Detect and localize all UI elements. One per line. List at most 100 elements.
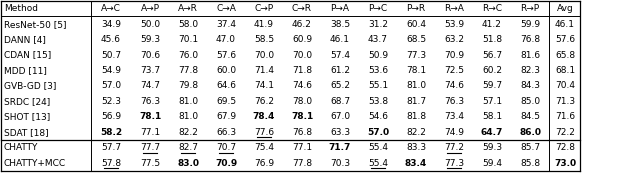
Text: 79.8: 79.8 xyxy=(178,82,198,90)
Text: 64.6: 64.6 xyxy=(216,82,236,90)
Text: 78.0: 78.0 xyxy=(292,97,312,106)
Text: 77.3: 77.3 xyxy=(406,51,426,60)
Text: 68.7: 68.7 xyxy=(330,97,350,106)
Text: 71.7: 71.7 xyxy=(329,143,351,152)
Text: 58.2: 58.2 xyxy=(100,128,122,137)
Text: GVB-GD [3]: GVB-GD [3] xyxy=(4,82,56,90)
Text: 76.9: 76.9 xyxy=(254,159,274,168)
Text: 85.0: 85.0 xyxy=(520,97,540,106)
Text: A→C: A→C xyxy=(101,4,121,13)
Text: 82.2: 82.2 xyxy=(178,128,198,137)
Text: R→P: R→P xyxy=(520,4,540,13)
Text: 76.8: 76.8 xyxy=(520,35,540,44)
Text: 53.8: 53.8 xyxy=(368,97,388,106)
Text: 77.5: 77.5 xyxy=(140,159,160,168)
Text: 38.5: 38.5 xyxy=(330,20,350,29)
Text: 72.2: 72.2 xyxy=(555,128,575,137)
Text: 56.7: 56.7 xyxy=(482,51,502,60)
Text: 74.6: 74.6 xyxy=(292,82,312,90)
Text: 74.1: 74.1 xyxy=(254,82,274,90)
Text: 76.3: 76.3 xyxy=(140,97,160,106)
Text: 60.0: 60.0 xyxy=(216,66,236,75)
Text: 58.5: 58.5 xyxy=(254,35,274,44)
Text: P→C: P→C xyxy=(369,4,388,13)
Text: A→R: A→R xyxy=(178,4,198,13)
Text: 70.6: 70.6 xyxy=(140,51,160,60)
Text: C→R: C→R xyxy=(292,4,312,13)
Text: 54.6: 54.6 xyxy=(368,112,388,121)
Text: 83.3: 83.3 xyxy=(406,143,426,152)
Text: 34.9: 34.9 xyxy=(101,20,121,29)
Text: 85.8: 85.8 xyxy=(520,159,540,168)
Text: 59.9: 59.9 xyxy=(520,20,540,29)
Text: 68.5: 68.5 xyxy=(406,35,426,44)
Text: 57.0: 57.0 xyxy=(101,82,121,90)
Text: 78.1: 78.1 xyxy=(406,66,426,75)
Text: 70.7: 70.7 xyxy=(216,143,236,152)
Text: 68.1: 68.1 xyxy=(555,66,575,75)
Text: 73.0: 73.0 xyxy=(554,159,576,168)
Text: 76.0: 76.0 xyxy=(178,51,198,60)
Text: 77.6: 77.6 xyxy=(254,128,274,137)
Text: 71.6: 71.6 xyxy=(555,112,575,121)
Text: 55.4: 55.4 xyxy=(368,159,388,168)
Text: 77.3: 77.3 xyxy=(444,159,464,168)
Text: 81.6: 81.6 xyxy=(520,51,540,60)
Text: 59.7: 59.7 xyxy=(482,82,502,90)
Text: 82.2: 82.2 xyxy=(406,128,426,137)
Text: Method: Method xyxy=(4,4,38,13)
Text: 72.5: 72.5 xyxy=(444,66,464,75)
Text: CHATTY: CHATTY xyxy=(4,143,38,152)
Text: 77.8: 77.8 xyxy=(292,159,312,168)
Text: CHATTY+MCC: CHATTY+MCC xyxy=(4,159,66,168)
Text: 70.1: 70.1 xyxy=(178,35,198,44)
Text: SHOT [13]: SHOT [13] xyxy=(4,112,51,121)
Text: 67.9: 67.9 xyxy=(216,112,236,121)
Text: 65.8: 65.8 xyxy=(555,51,575,60)
Text: 53.9: 53.9 xyxy=(444,20,464,29)
Text: 57.4: 57.4 xyxy=(330,51,350,60)
Text: 82.3: 82.3 xyxy=(520,66,540,75)
Text: 75.4: 75.4 xyxy=(254,143,274,152)
Text: 66.3: 66.3 xyxy=(216,128,236,137)
Text: A→P: A→P xyxy=(141,4,159,13)
Text: 58.0: 58.0 xyxy=(178,20,198,29)
Text: 78.1: 78.1 xyxy=(291,112,313,121)
Text: 50.9: 50.9 xyxy=(368,51,388,60)
Text: 65.2: 65.2 xyxy=(330,82,350,90)
Text: 57.0: 57.0 xyxy=(367,128,389,137)
Text: 67.0: 67.0 xyxy=(330,112,350,121)
Text: 55.4: 55.4 xyxy=(368,143,388,152)
Text: 84.5: 84.5 xyxy=(520,112,540,121)
Text: 81.0: 81.0 xyxy=(406,82,426,90)
Text: 74.6: 74.6 xyxy=(444,82,464,90)
Text: 58.1: 58.1 xyxy=(482,112,502,121)
Text: 60.4: 60.4 xyxy=(406,20,426,29)
Text: 83.4: 83.4 xyxy=(405,159,427,168)
Text: 78.4: 78.4 xyxy=(253,112,275,121)
Text: 46.1: 46.1 xyxy=(555,20,575,29)
Text: 85.7: 85.7 xyxy=(520,143,540,152)
Text: 70.0: 70.0 xyxy=(292,51,312,60)
Text: 70.3: 70.3 xyxy=(330,159,350,168)
Text: P→A: P→A xyxy=(330,4,349,13)
Text: 57.8: 57.8 xyxy=(101,159,121,168)
Text: 50.7: 50.7 xyxy=(101,51,121,60)
Text: 81.8: 81.8 xyxy=(406,112,426,121)
Text: 46.1: 46.1 xyxy=(330,35,350,44)
Text: 81.0: 81.0 xyxy=(178,97,198,106)
Text: 57.1: 57.1 xyxy=(482,97,502,106)
Text: 55.1: 55.1 xyxy=(368,82,388,90)
Text: 59.3: 59.3 xyxy=(482,143,502,152)
Text: 76.3: 76.3 xyxy=(444,97,464,106)
Text: 56.9: 56.9 xyxy=(101,112,121,121)
Text: 59.3: 59.3 xyxy=(140,35,160,44)
Text: 70.9: 70.9 xyxy=(444,51,464,60)
Text: 63.3: 63.3 xyxy=(330,128,350,137)
Text: 77.8: 77.8 xyxy=(178,66,198,75)
Text: 43.7: 43.7 xyxy=(368,35,388,44)
Text: 41.9: 41.9 xyxy=(254,20,274,29)
Text: 74.7: 74.7 xyxy=(140,82,160,90)
Text: 73.7: 73.7 xyxy=(140,66,160,75)
Text: 70.0: 70.0 xyxy=(254,51,274,60)
